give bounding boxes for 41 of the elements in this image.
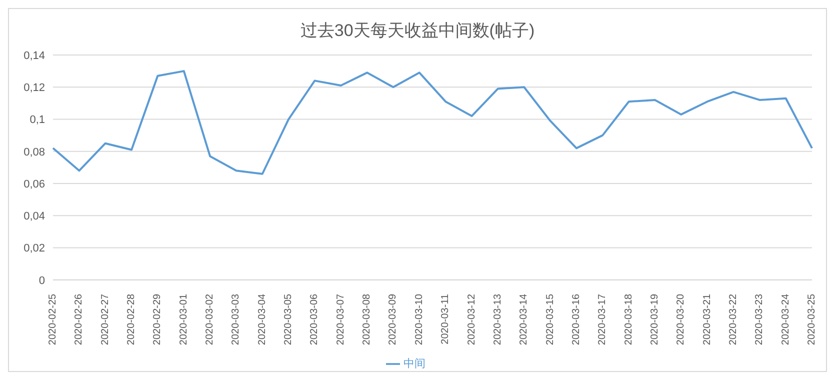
x-tick-label: 2020-03-25 — [806, 293, 818, 346]
chart-title: 过去30天每天收益中间数(帖子) — [299, 20, 536, 42]
y-tick-label: 0,04 — [24, 210, 45, 223]
x-tick-label: 2020-03-02 — [204, 293, 216, 346]
x-tick-label: 2020-03-12 — [466, 293, 478, 346]
y-tick-label: 0,12 — [24, 82, 45, 94]
x-tick-label: 2020-03-19 — [649, 293, 660, 346]
x-tick-label: 2020-03-03 — [230, 293, 242, 346]
x-tick-label: 2020-03-05 — [283, 293, 294, 346]
x-tick-label: 2020-03-13 — [492, 293, 504, 346]
y-tick-label: 0,08 — [24, 146, 45, 158]
y-tick-label: 0,02 — [24, 242, 45, 255]
x-tick-label: 2020-03-08 — [362, 293, 373, 346]
x-tick-label: 2020-03-17 — [597, 293, 608, 346]
x-tick-label: 2020-03-15 — [544, 293, 556, 346]
y-tick-label: 0 — [38, 274, 45, 287]
x-tick-label: 2020-02-26 — [74, 293, 85, 346]
x-tick-label: 2020-03-22 — [728, 293, 739, 346]
x-tick-label: 2020-03-21 — [702, 293, 713, 346]
x-tick-label: 2020-03-06 — [309, 293, 320, 346]
x-tick-label: 2020-03-01 — [178, 293, 190, 346]
x-tick-label: 2020-02-27 — [100, 293, 111, 346]
line-series — [52, 70, 813, 175]
x-tick-label: 2020-03-18 — [623, 293, 634, 346]
x-tick-label: 2020-03-11 — [440, 293, 452, 344]
x-tick-label: 2020-02-29 — [152, 293, 164, 346]
x-tick-label: 2020-02-25 — [48, 293, 58, 346]
x-tick-label: 2020-02-28 — [126, 293, 138, 346]
x-tick-label: 2020-03-23 — [754, 293, 766, 346]
x-tick-label: 2020-03-10 — [414, 293, 425, 346]
x-tick-label: 2020-03-09 — [388, 293, 399, 346]
x-tick-label: 2020-03-04 — [256, 293, 268, 346]
x-tick-label: 2020-03-16 — [570, 293, 582, 346]
y-tick-label: 0,1 — [30, 114, 45, 126]
x-tick-label: 2020-03-07 — [335, 293, 346, 346]
x-tick-label: 2020-03-14 — [518, 293, 530, 346]
y-tick-label: 0,14 — [24, 50, 45, 62]
x-tick-label: 2020-03-24 — [780, 293, 792, 346]
legend-label: 中间 — [404, 358, 426, 370]
x-tick-label: 2020-03-20 — [676, 293, 687, 346]
y-tick-label: 0,06 — [24, 178, 45, 190]
